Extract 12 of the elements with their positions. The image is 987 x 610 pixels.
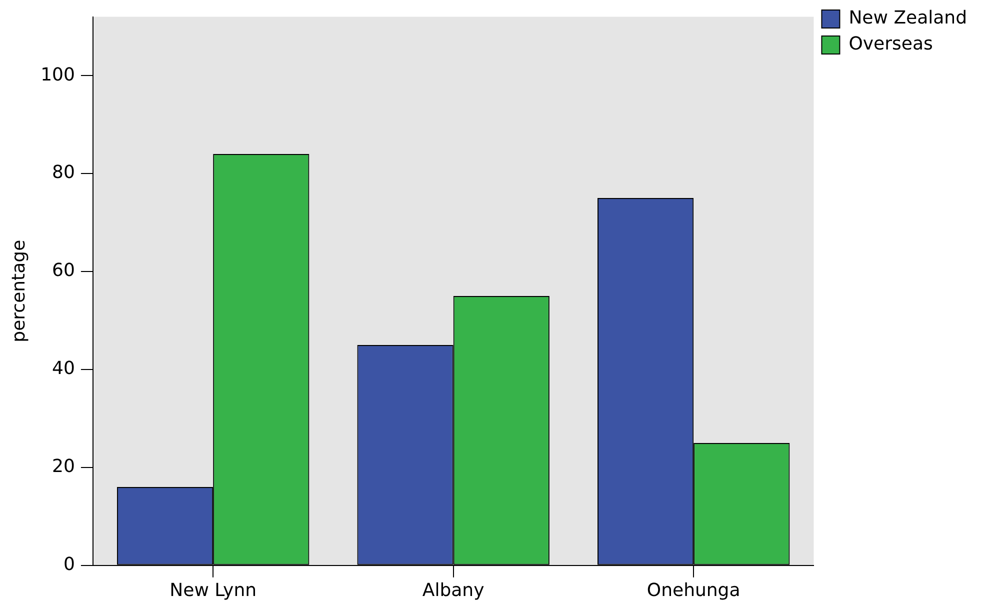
y-tick-label: 20 [52, 456, 75, 478]
y-tick-label: 100 [40, 64, 75, 86]
y-tick-label: 80 [52, 162, 75, 184]
legend-label: Overseas [848, 34, 933, 55]
x-tick-label: Onehunga [646, 580, 740, 601]
y-tick-label: 0 [64, 554, 75, 576]
y-tick-label: 60 [52, 260, 75, 282]
x-tick-label: Albany [422, 580, 485, 601]
legend-label: New Zealand [848, 8, 968, 29]
x-tick-label: New Lynn [170, 580, 256, 601]
y-axis-title: percentage [8, 240, 30, 342]
y-tick-label: 40 [52, 358, 75, 380]
